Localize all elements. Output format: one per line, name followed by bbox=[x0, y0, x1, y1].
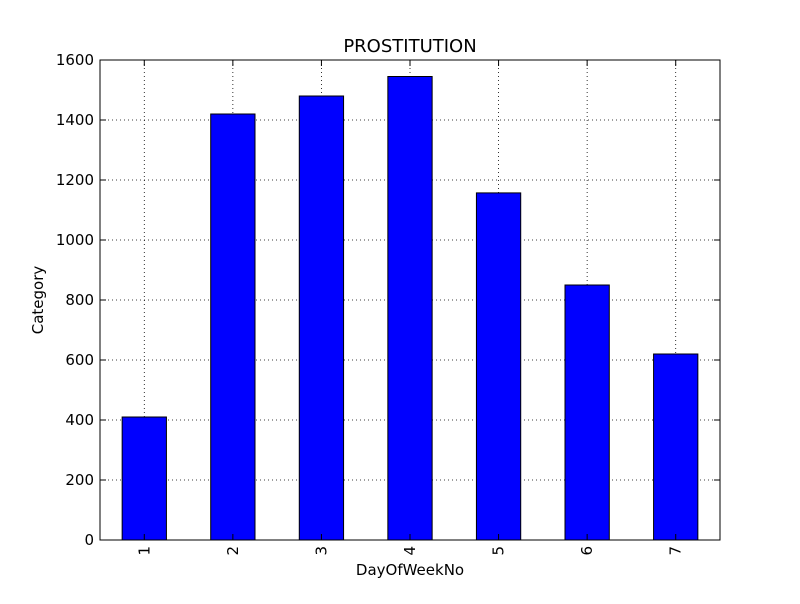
y-axis-label: Category bbox=[29, 266, 47, 335]
x-tick-label: 6 bbox=[578, 546, 596, 556]
x-tick-label: 7 bbox=[667, 546, 685, 556]
y-tick-label: 1600 bbox=[56, 51, 94, 69]
y-tick-label: 200 bbox=[65, 471, 94, 489]
x-tick-label: 4 bbox=[401, 546, 419, 556]
x-tick-label: 1 bbox=[135, 546, 153, 556]
bars bbox=[121, 76, 699, 541]
x-tick-label: 2 bbox=[224, 546, 242, 556]
bar-6 bbox=[564, 284, 610, 541]
y-tick-label: 600 bbox=[65, 351, 94, 369]
y-tick-label: 0 bbox=[84, 531, 94, 549]
y-tick-label: 1000 bbox=[56, 231, 94, 249]
ticks: 0 200 400 600 800 1000 1200 1400 1600 1 2 3 4 5 6 7 bbox=[56, 51, 720, 556]
bar-3 bbox=[298, 95, 345, 541]
x-tick-label: 3 bbox=[312, 546, 330, 556]
y-tick-label: 400 bbox=[65, 411, 94, 429]
x-tick-label: 5 bbox=[490, 546, 508, 556]
x-axis-label: DayOfWeekNo bbox=[356, 561, 464, 579]
bar-1 bbox=[121, 416, 167, 541]
chart-title: PROSTITUTION bbox=[343, 36, 476, 57]
bar-4 bbox=[387, 76, 433, 541]
y-tick-label: 1200 bbox=[56, 171, 94, 189]
bar-2 bbox=[210, 113, 256, 541]
y-tick-label: 800 bbox=[65, 291, 94, 309]
y-tick-label: 1400 bbox=[56, 111, 94, 129]
bar-5 bbox=[475, 192, 522, 541]
bar-7 bbox=[653, 353, 699, 541]
